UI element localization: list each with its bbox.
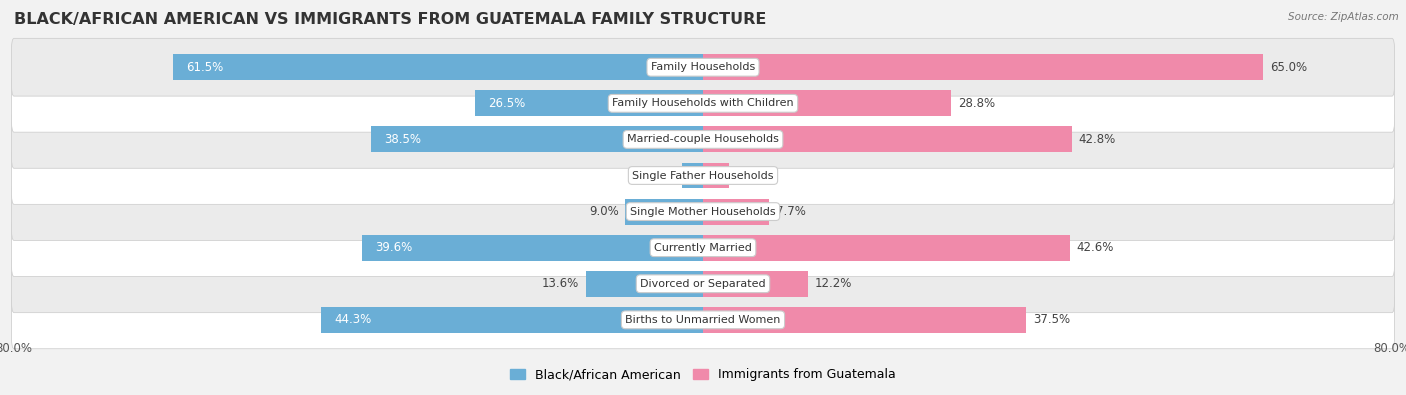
- Text: 42.6%: 42.6%: [1077, 241, 1114, 254]
- Bar: [586, 271, 703, 297]
- Text: Divorced or Separated: Divorced or Separated: [640, 279, 766, 289]
- FancyBboxPatch shape: [11, 183, 1395, 241]
- Bar: [703, 54, 1263, 80]
- Text: 13.6%: 13.6%: [541, 277, 579, 290]
- Text: 26.5%: 26.5%: [488, 97, 524, 110]
- Bar: [682, 162, 703, 188]
- Text: 42.8%: 42.8%: [1078, 133, 1116, 146]
- Bar: [371, 126, 703, 152]
- Bar: [703, 162, 728, 188]
- FancyBboxPatch shape: [11, 75, 1395, 132]
- Text: 44.3%: 44.3%: [335, 313, 371, 326]
- Bar: [703, 90, 950, 116]
- Text: 37.5%: 37.5%: [1033, 313, 1070, 326]
- Text: Source: ZipAtlas.com: Source: ZipAtlas.com: [1288, 12, 1399, 22]
- Text: 9.0%: 9.0%: [589, 205, 619, 218]
- Text: Family Households: Family Households: [651, 62, 755, 72]
- Text: 38.5%: 38.5%: [384, 133, 422, 146]
- Text: Births to Unmarried Women: Births to Unmarried Women: [626, 315, 780, 325]
- Text: 2.4%: 2.4%: [645, 169, 675, 182]
- FancyBboxPatch shape: [11, 111, 1395, 168]
- FancyBboxPatch shape: [11, 38, 1395, 96]
- FancyBboxPatch shape: [11, 219, 1395, 276]
- Text: 61.5%: 61.5%: [186, 61, 224, 74]
- Text: 39.6%: 39.6%: [375, 241, 412, 254]
- Bar: [703, 235, 1070, 261]
- FancyBboxPatch shape: [11, 147, 1395, 204]
- Bar: [703, 199, 769, 225]
- Text: Currently Married: Currently Married: [654, 243, 752, 253]
- Bar: [626, 199, 703, 225]
- Text: 7.7%: 7.7%: [776, 205, 806, 218]
- Bar: [173, 54, 703, 80]
- Text: 3.0%: 3.0%: [735, 169, 765, 182]
- Bar: [703, 271, 808, 297]
- Text: BLACK/AFRICAN AMERICAN VS IMMIGRANTS FROM GUATEMALA FAMILY STRUCTURE: BLACK/AFRICAN AMERICAN VS IMMIGRANTS FRO…: [14, 12, 766, 27]
- Bar: [703, 126, 1071, 152]
- Text: Family Households with Children: Family Households with Children: [612, 98, 794, 108]
- Bar: [322, 307, 703, 333]
- Text: 12.2%: 12.2%: [815, 277, 852, 290]
- Text: Married-couple Households: Married-couple Households: [627, 134, 779, 145]
- Bar: [475, 90, 703, 116]
- FancyBboxPatch shape: [11, 291, 1395, 349]
- Bar: [361, 235, 703, 261]
- Text: Single Mother Households: Single Mother Households: [630, 207, 776, 216]
- Text: Single Father Households: Single Father Households: [633, 171, 773, 181]
- Text: 28.8%: 28.8%: [957, 97, 995, 110]
- FancyBboxPatch shape: [11, 255, 1395, 312]
- Bar: [703, 307, 1026, 333]
- Legend: Black/African American, Immigrants from Guatemala: Black/African American, Immigrants from …: [505, 363, 901, 386]
- Text: 65.0%: 65.0%: [1270, 61, 1306, 74]
